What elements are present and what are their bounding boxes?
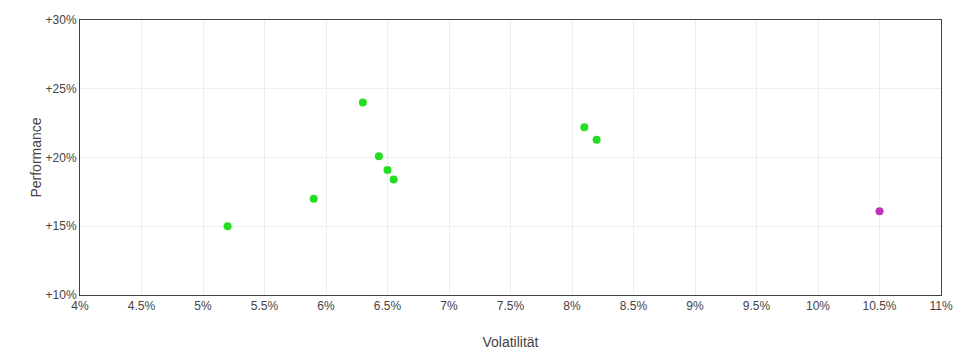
svg-text:Performance: Performance	[28, 117, 44, 197]
svg-text:5.5%: 5.5%	[251, 299, 279, 313]
svg-text:10%: 10%	[806, 299, 830, 313]
svg-text:6.5%: 6.5%	[374, 299, 402, 313]
svg-text:9.5%: 9.5%	[743, 299, 771, 313]
svg-text:+30%: +30%	[46, 13, 77, 27]
svg-text:9%: 9%	[686, 299, 704, 313]
svg-text:Volatilität: Volatilität	[482, 334, 538, 350]
svg-text:4.5%: 4.5%	[128, 299, 156, 313]
svg-text:7%: 7%	[440, 299, 458, 313]
svg-text:+25%: +25%	[46, 82, 77, 96]
svg-text:+20%: +20%	[46, 151, 77, 165]
svg-text:+15%: +15%	[46, 219, 77, 233]
svg-text:8.5%: 8.5%	[620, 299, 648, 313]
svg-text:11%: 11%	[929, 299, 952, 313]
svg-text:6%: 6%	[317, 299, 335, 313]
svg-text:8%: 8%	[563, 299, 581, 313]
svg-text:+10%: +10%	[46, 288, 77, 302]
svg-text:7.5%: 7.5%	[497, 299, 525, 313]
svg-text:10.5%: 10.5%	[862, 299, 896, 313]
svg-text:4%: 4%	[71, 299, 89, 313]
svg-text:5%: 5%	[194, 299, 212, 313]
